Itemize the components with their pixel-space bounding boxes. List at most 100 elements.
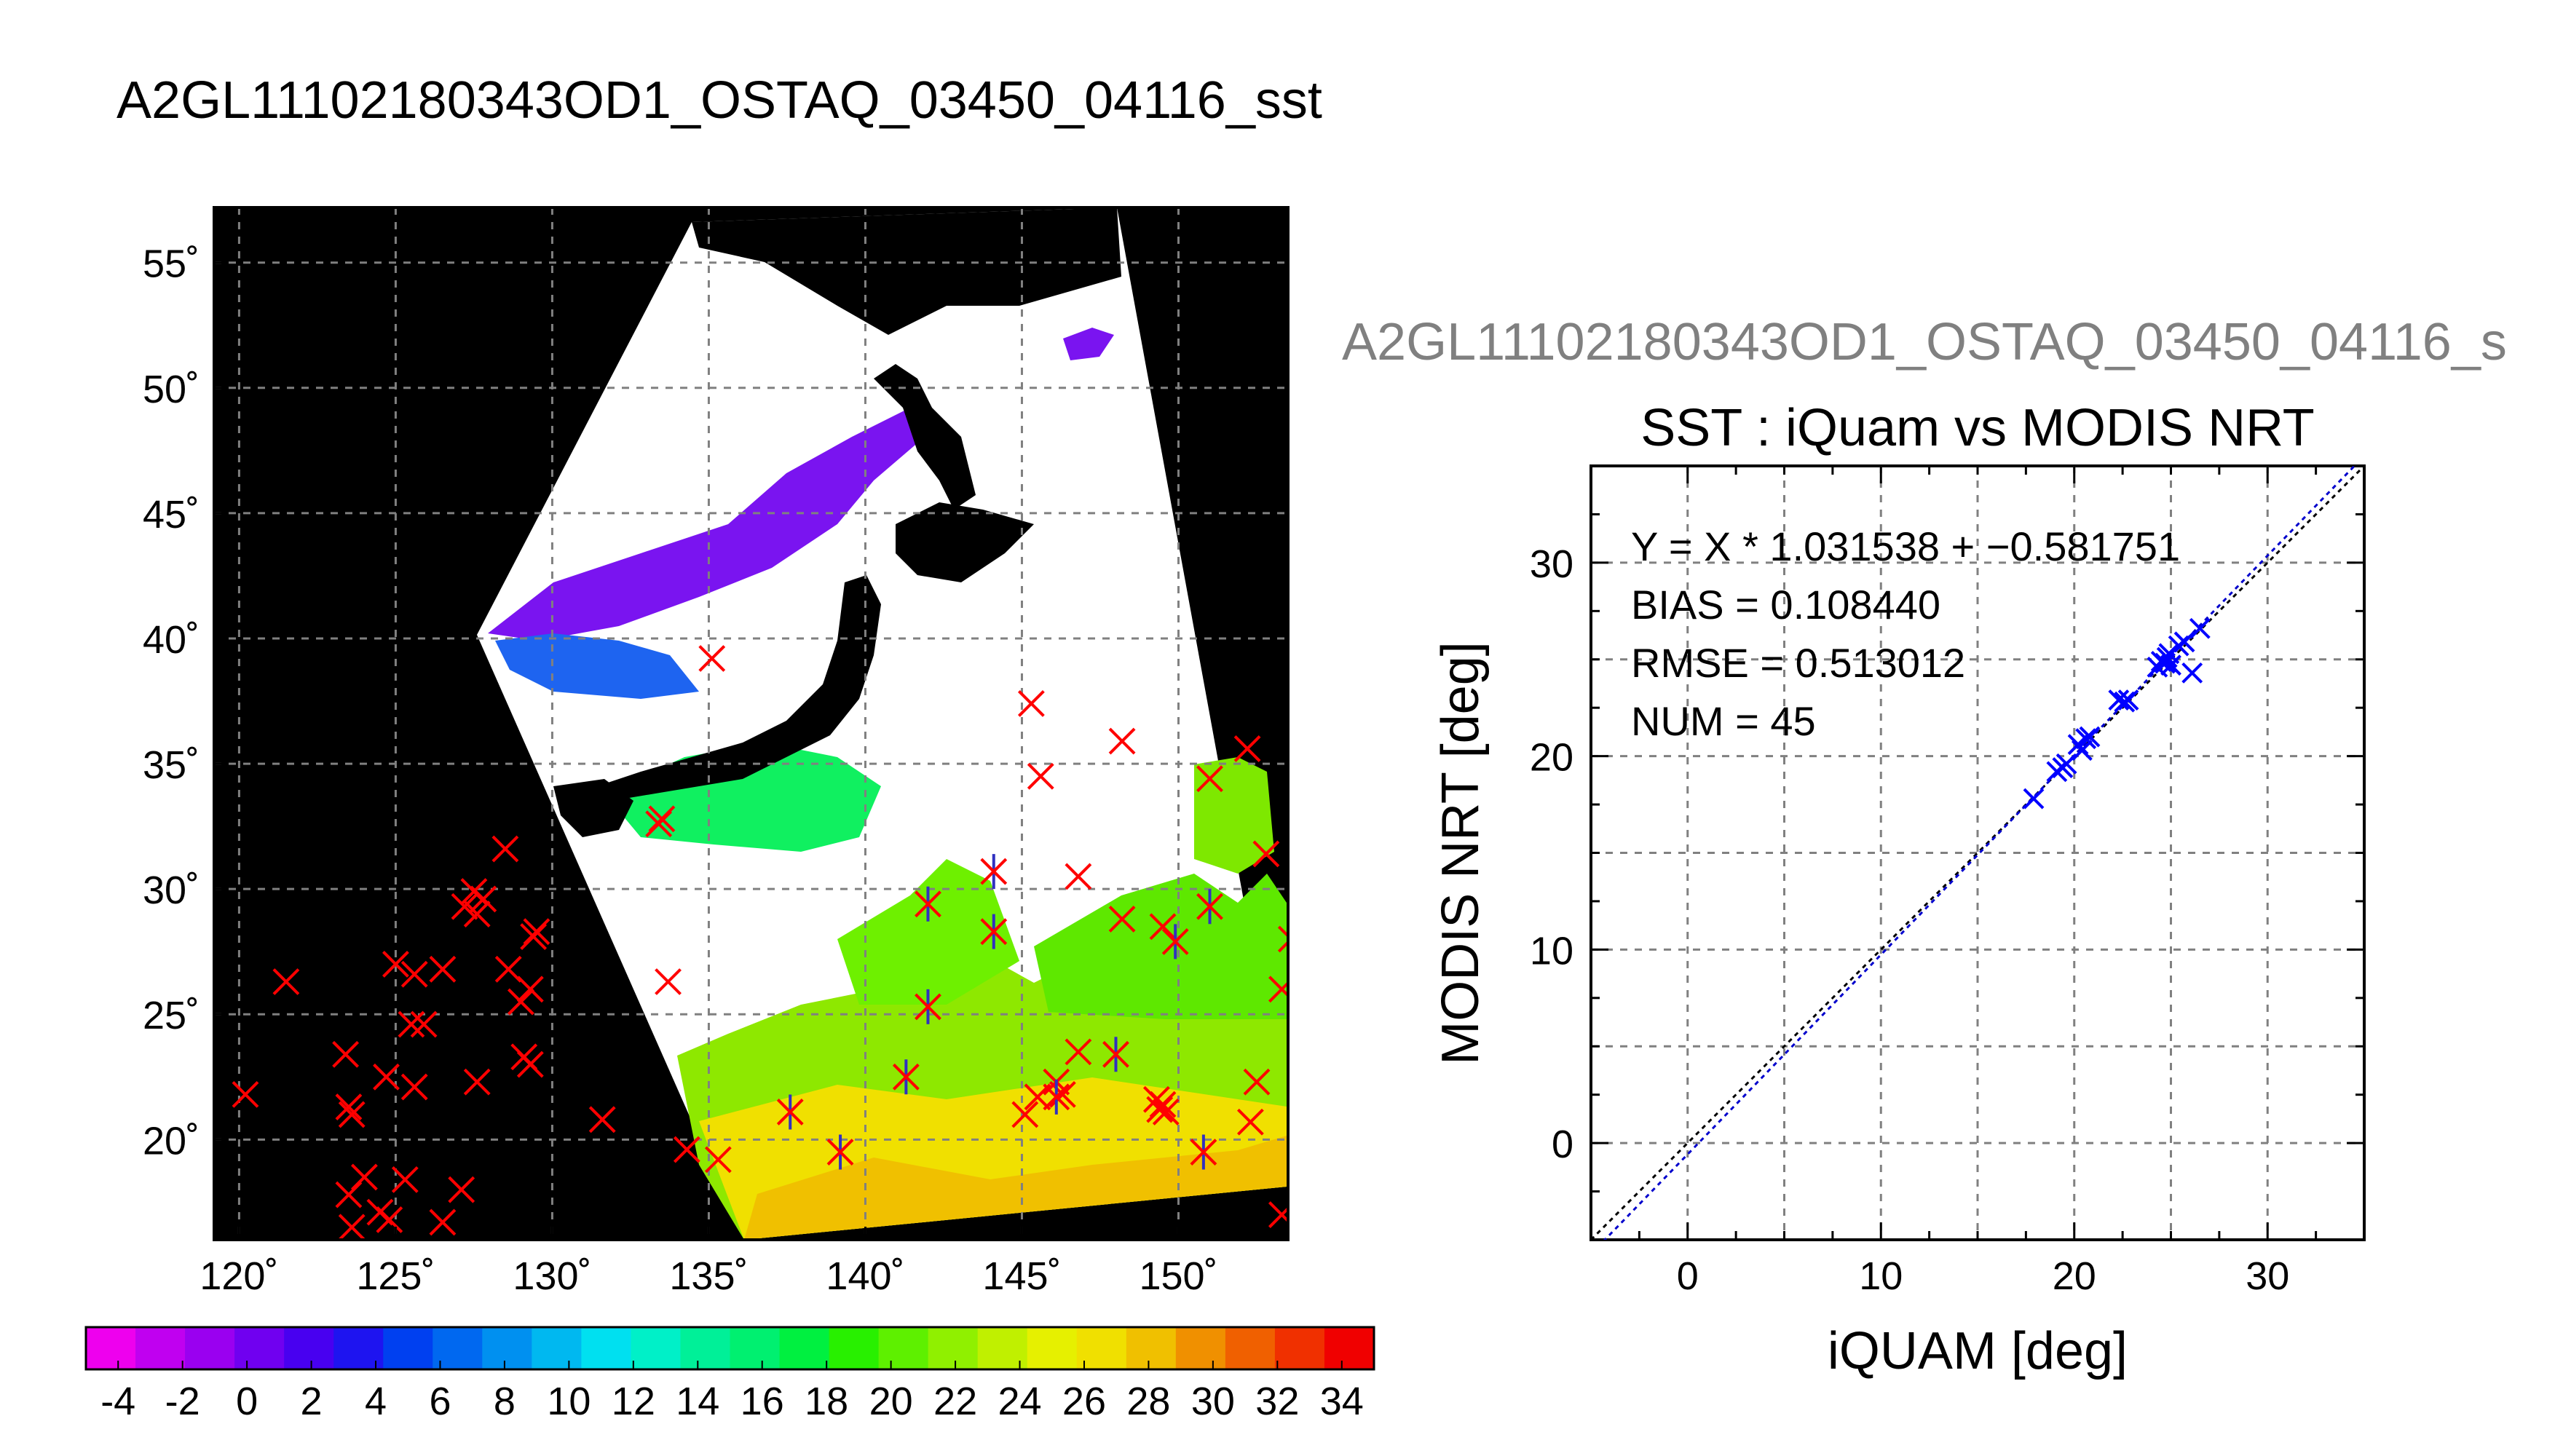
scatter-xlabel: iQUAM [deg]	[1828, 1322, 2128, 1380]
land-northeast-asia	[692, 207, 1121, 335]
iquam-point-marker	[400, 1073, 428, 1101]
scatter-point	[2108, 689, 2130, 711]
regression-line	[1603, 466, 2356, 1240]
map-axis-ticks: 120˚ 125˚ 130˚ 135˚ 140˚ 145˚ 150˚ 20˚ 25˚ 30˚ 35˚…	[143, 242, 1218, 1298]
colorbar-tick-label: 26	[1062, 1380, 1106, 1423]
iquam-point-marker	[516, 1051, 544, 1078]
iquam-point-marker	[429, 955, 457, 983]
stats-rmse: RMSE = 0.513012	[1631, 640, 1965, 686]
scatter-ytick-label: 0	[1552, 1123, 1573, 1166]
iquam-point-marker	[1049, 1080, 1076, 1108]
iquam-point-marker	[1149, 913, 1177, 941]
colorbar-segment	[135, 1327, 186, 1369]
colorbar-tick-label: 14	[676, 1380, 719, 1423]
colorbar-segment	[1225, 1327, 1276, 1369]
colorbar-tick-label: 24	[998, 1380, 1041, 1423]
iquam-point-marker	[398, 1010, 425, 1038]
colorbar-segment	[1175, 1327, 1226, 1369]
colorbar-tick-label: 28	[1126, 1380, 1170, 1423]
scatter-ytick-label: 10	[1530, 929, 1573, 973]
matchup-point-marker	[1161, 924, 1189, 960]
iquam-point-marker	[1024, 1083, 1051, 1111]
iquam-point-marker	[1243, 1068, 1271, 1096]
map-xtick-label: 150˚	[1139, 1254, 1217, 1298]
sst-okhotsk-patch	[1063, 328, 1114, 360]
colorbar-segment	[185, 1327, 235, 1369]
map-ytick-label: 20˚	[143, 1119, 200, 1163]
matchup-point-marker	[1196, 889, 1223, 925]
sst-cool-region	[495, 633, 699, 699]
iquam-point-marker	[1065, 863, 1092, 890]
matchup-point-marker	[892, 1059, 920, 1095]
matchup-point-marker	[980, 854, 1008, 890]
iquam-point-marker	[451, 893, 478, 920]
colorbar-tick-label: 30	[1191, 1380, 1235, 1423]
map-ytick-label: 25˚	[143, 994, 200, 1037]
iquam-point-marker	[463, 901, 491, 927]
colorbar-segment	[1076, 1327, 1127, 1369]
colorbar-segment	[532, 1327, 582, 1369]
iquam-point-marker	[1233, 735, 1261, 762]
colorbar-tick-label: -2	[165, 1380, 200, 1423]
map-ytick-label: 40˚	[143, 618, 200, 662]
land-hokkaido	[896, 502, 1034, 582]
iquam-point-marker	[470, 885, 497, 913]
scatter-point	[2023, 788, 2045, 810]
matchup-point-marker	[1190, 1134, 1217, 1170]
land-kyushu	[553, 779, 633, 837]
scatter-point	[2071, 740, 2093, 761]
iquam-point-marker	[338, 1101, 366, 1128]
scatter-point	[2181, 662, 2203, 684]
scatter-xtick-label: 20	[2053, 1254, 2096, 1298]
iquam-point-marker	[463, 1068, 491, 1096]
iquam-point-marker	[335, 1093, 363, 1121]
matchup-point-marker	[1043, 1079, 1070, 1115]
colorbar-segment	[631, 1327, 681, 1369]
iquam-point-marker	[1108, 727, 1136, 755]
iquam-point-marker	[1277, 925, 1288, 953]
scatter-ytick-label: 20	[1530, 736, 1573, 780]
matchup-point-marker	[915, 989, 941, 1024]
iquam-point-marker	[1108, 906, 1136, 933]
iquam-point-marker	[1268, 976, 1288, 1003]
colorbar-tick-label: 4	[365, 1380, 387, 1423]
iquam-point-marker	[400, 960, 428, 988]
iquam-point-marker	[1196, 765, 1223, 793]
colorbar-segment	[86, 1327, 136, 1369]
iquam-point-marker	[338, 1214, 366, 1240]
secondary-title: A2GL11102180343OD1_OSTAQ_03450_04116_s	[1342, 313, 2507, 371]
iquam-point-marker	[648, 805, 676, 833]
colorbar-segment	[234, 1327, 285, 1369]
scatter-title: SST : iQuam vs MODIS NRT	[1640, 399, 2315, 457]
iquam-point-marker	[332, 1040, 360, 1068]
colorbar-tick-label: 2	[301, 1380, 323, 1423]
colorbar-tick-label: 34	[1320, 1380, 1364, 1423]
colorbar-tick-label: -4	[100, 1380, 135, 1423]
iquam-point-marker	[1149, 1091, 1177, 1118]
iquam-point-marker	[523, 918, 550, 946]
colorbar-tick-label: 0	[236, 1380, 258, 1423]
map-ytick-label: 55˚	[143, 242, 200, 286]
iquam-point-marker	[232, 1080, 259, 1108]
colorbar-segment	[1274, 1327, 1325, 1369]
iquam-point-marker	[1017, 690, 1045, 717]
iquam-point-marker	[494, 955, 522, 983]
colorbar-frame	[84, 1326, 1375, 1371]
colorbar-segment	[383, 1327, 433, 1369]
colorbar-tick-label: 6	[429, 1380, 451, 1423]
map-ytick-label: 45˚	[143, 493, 200, 537]
scatter-ylabel: MODIS NRT [deg]	[1431, 641, 1490, 1065]
colorbar-segment	[680, 1327, 730, 1369]
sst-map-panel: 120˚ 125˚ 130˚ 135˚ 140˚ 145˚ 150˚ 20˚ 25˚ 30˚ 35˚…	[143, 206, 1290, 1298]
colorbar-segment	[779, 1327, 830, 1369]
scatter-xtick-label: 0	[1677, 1254, 1699, 1298]
colorbar-tick-label: 20	[869, 1380, 913, 1423]
iquam-point-marker	[588, 1106, 616, 1133]
colorbar-segment	[433, 1327, 483, 1369]
colorbar-segment	[878, 1327, 929, 1369]
colorbar-tick-label: 10	[547, 1380, 591, 1423]
land-honshu	[597, 575, 881, 801]
matchup-point-marker	[980, 914, 1008, 949]
sst-hottest-region	[744, 1136, 1287, 1240]
